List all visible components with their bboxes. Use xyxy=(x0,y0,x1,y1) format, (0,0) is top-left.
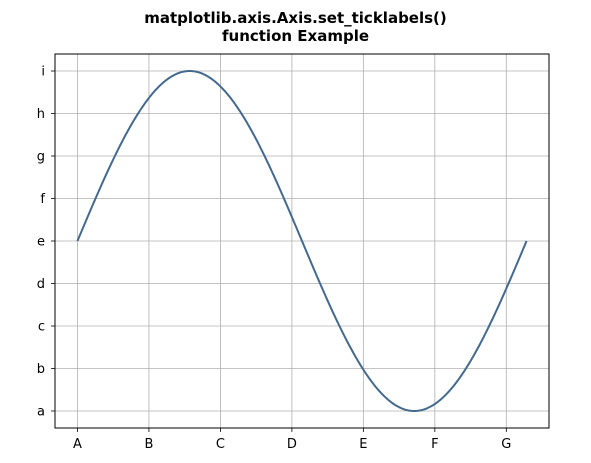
chart-title-line-2: function Example xyxy=(221,27,370,45)
chart-title-line-1: matplotlib.axis.Axis.set_ticklabels() xyxy=(144,9,447,27)
y-tick-label: f xyxy=(40,192,45,207)
series-line xyxy=(76,70,528,412)
x-tick-label: G xyxy=(501,437,511,452)
y-tick-label: i xyxy=(41,65,45,80)
x-tick-label: A xyxy=(73,437,82,452)
x-tick-label: D xyxy=(287,437,297,452)
y-tick-label: b xyxy=(37,362,45,377)
x-axis: A B C D E F G xyxy=(73,428,511,452)
y-tick-label: d xyxy=(37,277,45,292)
x-tick-label: B xyxy=(144,437,153,452)
x-tick-label: F xyxy=(431,437,438,452)
y-tick-label: a xyxy=(37,405,45,420)
x-tick-label: E xyxy=(359,437,367,452)
x-tick-label: C xyxy=(216,437,225,452)
y-axis: a b c d e f g h i xyxy=(37,65,55,420)
y-tick-label: h xyxy=(37,107,45,122)
y-tick-label: e xyxy=(37,235,45,250)
y-tick-label: g xyxy=(37,150,45,165)
series-layer xyxy=(76,70,528,412)
y-tick-label: c xyxy=(38,320,45,335)
